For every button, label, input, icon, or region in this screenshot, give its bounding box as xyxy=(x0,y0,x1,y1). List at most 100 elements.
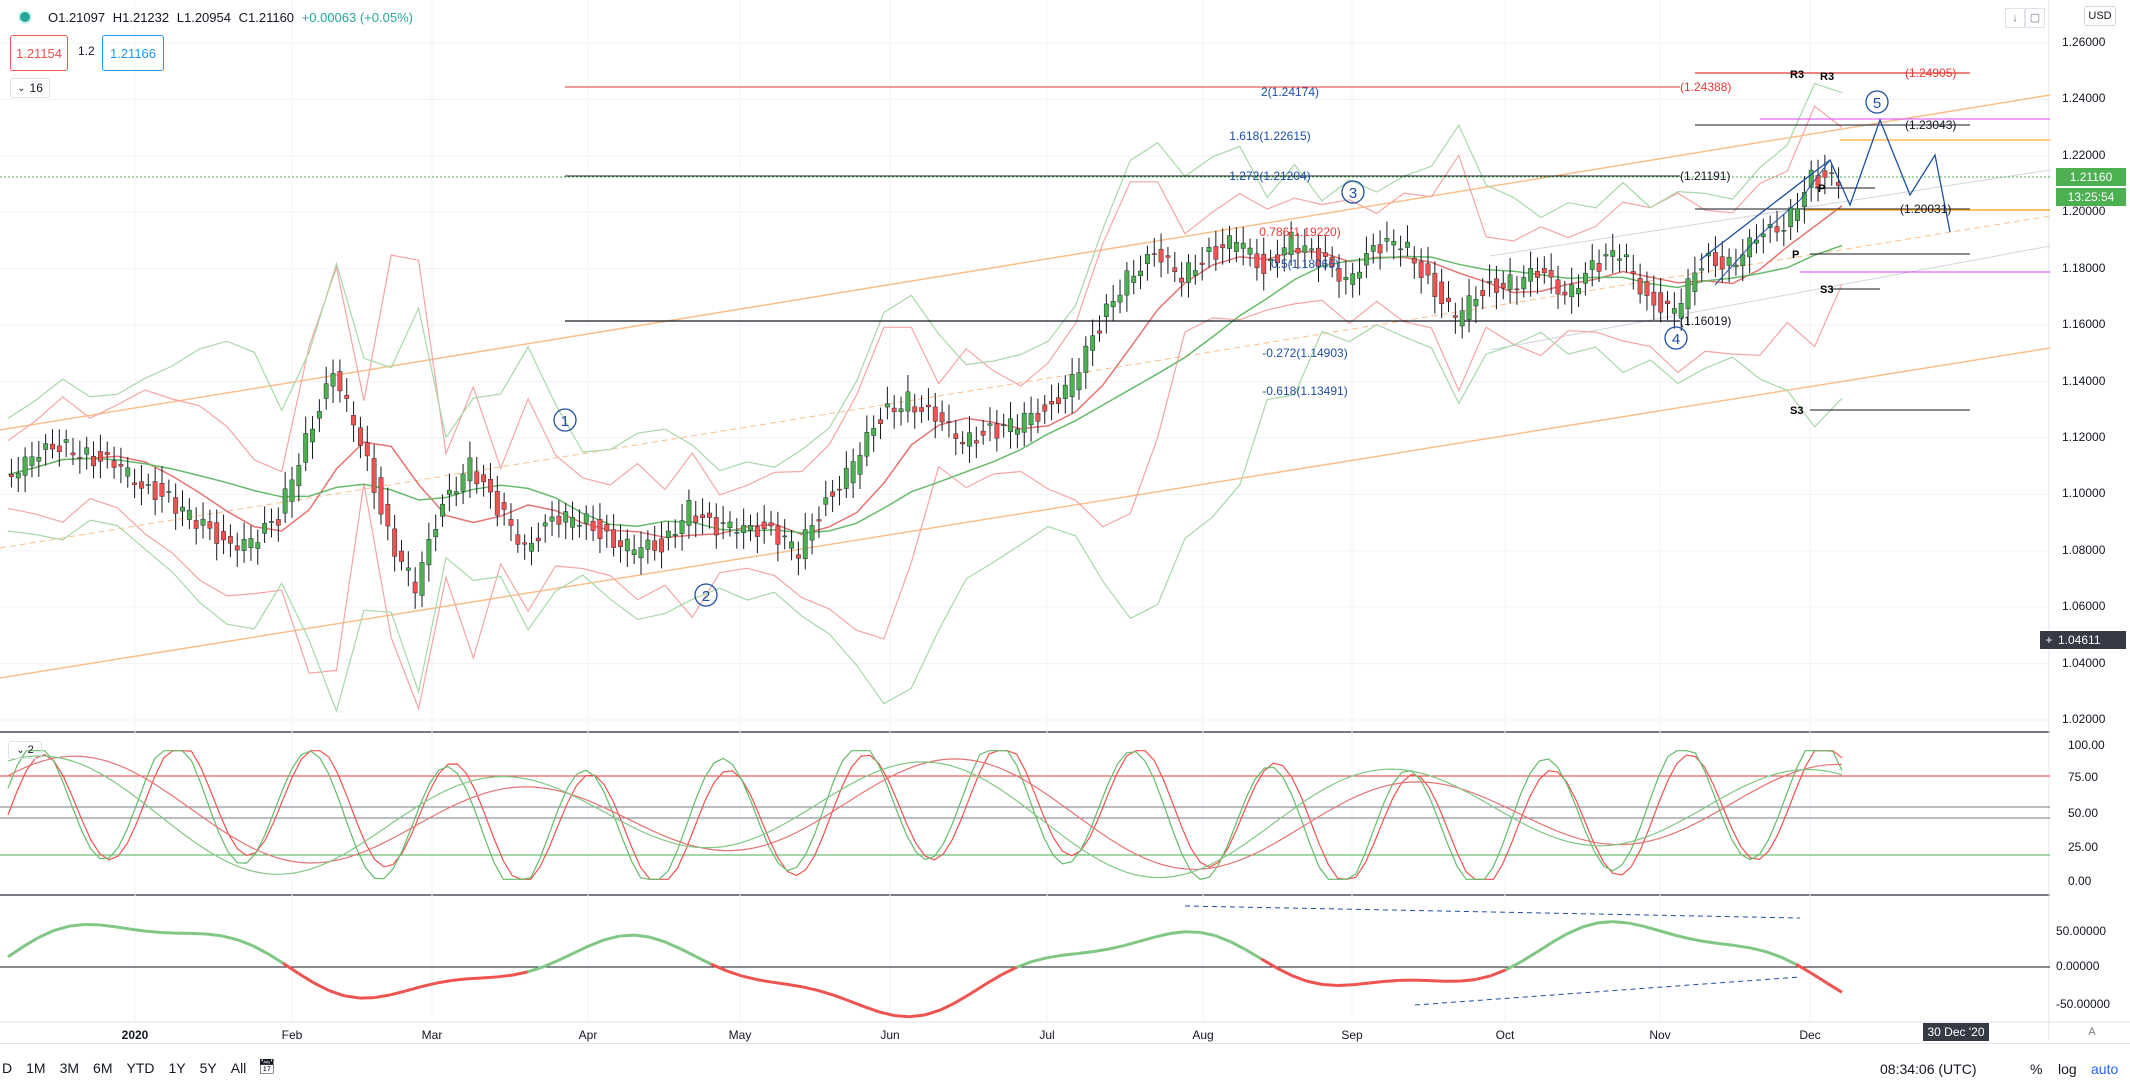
bottom-toolbar xyxy=(0,1043,2130,1092)
range-button[interactable]: YTD xyxy=(126,1060,154,1080)
sell-price-button[interactable]: 1.21154 xyxy=(10,35,68,71)
osc-tick-label: 50.00 xyxy=(2068,806,2098,820)
fib-label: 1.618(1.22615) xyxy=(1229,129,1310,143)
osc-tick-label: 75.00 xyxy=(2068,770,2098,784)
level-label: (1.24905) xyxy=(1905,66,1956,80)
range-button[interactable]: 3M xyxy=(60,1060,79,1080)
fib-label: 0.786(1.19220) xyxy=(1259,225,1340,239)
pivot-label: S3 xyxy=(1790,405,1803,417)
axis-settings-icon[interactable]: A xyxy=(2083,1024,2101,1040)
pivot-label: S3 xyxy=(1820,284,1833,296)
momentum-tick-label: 50.00000 xyxy=(2056,924,2106,938)
fib-label: 2(1.24174) xyxy=(1261,85,1319,99)
maximize-icon[interactable]: ▢ xyxy=(2025,8,2045,28)
price-tick-label: 1.14000 xyxy=(2062,374,2105,388)
pivot-label: R3 xyxy=(1790,69,1804,81)
fib-label: 1.272(1.21204) xyxy=(1229,169,1310,183)
momentum-axis[interactable]: 50.00000 0.00000 -50.00000 xyxy=(2050,895,2130,1022)
wave-label: 4 xyxy=(1672,331,1680,348)
price-tick-label: 1.26000 xyxy=(2062,35,2105,49)
time-tick-label: Mar xyxy=(417,1028,447,1042)
calendar-range-icon[interactable]: 📅︎ xyxy=(258,1058,276,1076)
percent-toggle[interactable]: % xyxy=(2030,1061,2042,1077)
fib-label: -0.618(1.13491) xyxy=(1262,384,1347,398)
time-tick-label: Oct xyxy=(1490,1028,1520,1042)
time-tick-label: Apr xyxy=(573,1028,603,1042)
time-tick-label: Sep xyxy=(1337,1028,1367,1042)
wave-label: 2 xyxy=(702,588,710,605)
spread-value: 1.2 xyxy=(78,44,95,58)
price-tick-label: 1.02000 xyxy=(2062,712,2105,726)
fib-label: -0.272(1.14903) xyxy=(1262,346,1347,360)
plus-icon: + xyxy=(2040,631,2058,649)
wave-label: 1 xyxy=(561,413,569,430)
pane-collapse-button[interactable]: ⌄ 2 xyxy=(8,741,42,759)
fib-label: 0.5(1.18065) xyxy=(1271,257,1339,271)
range-button[interactable]: 6M xyxy=(93,1060,112,1080)
osc-tick-label: 100.00 xyxy=(2068,738,2105,752)
range-button[interactable]: D xyxy=(2,1060,12,1080)
time-tick-label: May xyxy=(725,1028,755,1042)
level-label: (1.23043) xyxy=(1905,118,1956,132)
pane-count: 2 xyxy=(28,744,34,756)
crosshair-price-badge: + 1.04611 xyxy=(2040,631,2126,649)
pivot-label: R3 xyxy=(1820,71,1834,83)
price-tick-label: 1.16000 xyxy=(2062,317,2105,331)
wave-label: 3 xyxy=(1349,185,1357,202)
osc-tick-label: 0.00 xyxy=(2068,874,2091,888)
level-label: (1.20031) xyxy=(1900,202,1951,216)
time-axis[interactable]: 2020 Feb Mar Apr May Jun Jul Aug Sep Oct Nov Dec xyxy=(0,1022,2050,1042)
price-tick-label: 1.10000 xyxy=(2062,486,2105,500)
range-button[interactable]: All xyxy=(231,1060,247,1080)
time-tick-label: Jun xyxy=(875,1028,905,1042)
indicators-collapse-button[interactable]: ⌄ 16 xyxy=(10,78,50,98)
wave-label: 5 xyxy=(1873,95,1881,112)
time-tick-label: Nov xyxy=(1645,1028,1675,1042)
time-tick-label: Dec xyxy=(1795,1028,1825,1042)
close-value: C1.21160 xyxy=(239,10,294,25)
price-tick-label: 1.22000 xyxy=(2062,148,2105,162)
chevron-down-icon: ⌄ xyxy=(16,745,24,756)
price-tick-label: 1.06000 xyxy=(2062,599,2105,613)
time-tick-label: Jul xyxy=(1032,1028,1062,1042)
momentum-tick-label: -50.00000 xyxy=(2056,997,2110,1011)
scroll-down-icon[interactable]: ↓ xyxy=(2005,8,2025,28)
range-selector: D 1M 3M 6M YTD 1Y 5Y All xyxy=(2,1060,260,1080)
auto-toggle[interactable]: auto xyxy=(2091,1061,2118,1077)
pivot-label: P xyxy=(1792,249,1799,261)
price-tick-label: 1.20000 xyxy=(2062,204,2105,218)
indicator-count: 16 xyxy=(30,81,43,95)
symbol-status-icon xyxy=(18,10,32,24)
log-toggle[interactable]: log xyxy=(2058,1061,2077,1077)
clock-text[interactable]: 08:34:06 (UTC) xyxy=(1880,1061,1976,1077)
time-cursor-badge: 30 Dec '20 xyxy=(1923,1023,1989,1041)
level-label: (1.24388) xyxy=(1680,80,1731,94)
last-price-badge: 1.21160 xyxy=(2056,168,2126,186)
time-tick-label: Aug xyxy=(1188,1028,1218,1042)
price-tick-label: 1.12000 xyxy=(2062,430,2105,444)
level-label: (1.16019) xyxy=(1680,314,1731,328)
open-value: O1.21097 xyxy=(48,10,105,25)
time-tick-label: 2020 xyxy=(120,1028,150,1042)
range-button[interactable]: 1Y xyxy=(168,1060,185,1080)
chevron-down-icon: ⌄ xyxy=(17,83,25,94)
price-tick-label: 1.04000 xyxy=(2062,656,2105,670)
change-value: +0.00063 (+0.05%) xyxy=(302,10,413,25)
time-tick-label: Feb xyxy=(277,1028,307,1042)
bar-countdown: 13:25:54 xyxy=(2056,188,2126,206)
oscillator-axis[interactable]: 100.00 75.00 50.00 25.00 0.00 xyxy=(2050,732,2130,895)
crosshair-price: 1.04611 xyxy=(2058,631,2101,649)
range-button[interactable]: 5Y xyxy=(200,1060,217,1080)
momentum-tick-label: 0.00000 xyxy=(2056,959,2099,973)
level-label: (1.21191) xyxy=(1680,169,1730,183)
buy-price-button[interactable]: 1.21166 xyxy=(102,35,164,71)
pivot-label: P xyxy=(1818,183,1825,195)
high-value: H1.21232 xyxy=(113,10,169,25)
price-tick-label: 1.24000 xyxy=(2062,91,2105,105)
low-value: L1.20954 xyxy=(177,10,231,25)
price-tick-label: 1.08000 xyxy=(2062,543,2105,557)
price-tick-label: 1.18000 xyxy=(2062,261,2105,275)
osc-tick-label: 25.00 xyxy=(2068,840,2098,854)
range-button[interactable]: 1M xyxy=(26,1060,45,1080)
